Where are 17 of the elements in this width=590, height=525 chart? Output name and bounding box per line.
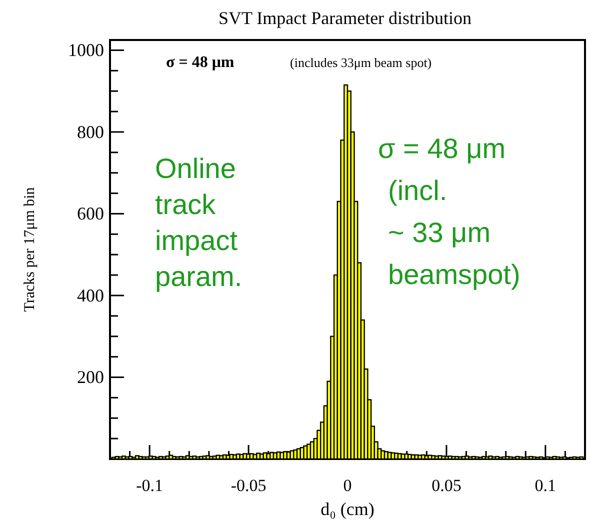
y-tick-label: 1000 xyxy=(68,40,104,60)
annotation: σ = 48 μm (incl. ~ 33 μm beamspot) xyxy=(378,133,520,290)
x-tick-label: 0 xyxy=(343,476,352,495)
annotation: Online track impact param. xyxy=(155,153,242,292)
x-tick-label: -0.1 xyxy=(136,476,164,495)
x-tick-label: 0.1 xyxy=(534,476,556,495)
x-tick-label: -0.05 xyxy=(230,476,266,495)
x-tick-label: 0.05 xyxy=(432,476,462,495)
y-tick-label: 800 xyxy=(77,122,104,142)
y-tick-label: 600 xyxy=(77,204,104,224)
x-axis-title: d₀ (cm) xyxy=(320,499,374,519)
y-axis-title: Tracks per 17μm bin xyxy=(22,186,38,312)
y-tick-label: 400 xyxy=(77,285,104,306)
annotation: (includes 33μm beam spot) xyxy=(290,55,432,70)
chart-title: SVT Impact Parameter distribution xyxy=(218,8,472,28)
y-tick-label: 200 xyxy=(77,367,104,388)
annotation: σ = 48 μm xyxy=(166,54,235,71)
